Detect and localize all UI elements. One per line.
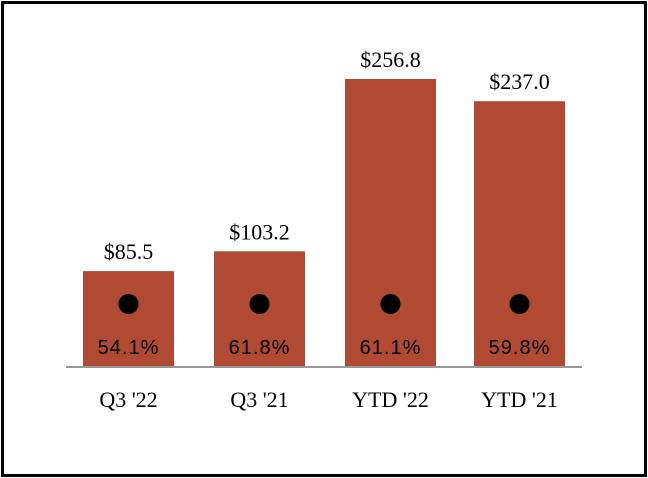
data-label: $237.0 (489, 69, 550, 94)
x-tick-label: Q3 '21 (230, 387, 288, 412)
percent-label: 61.1% (360, 337, 422, 359)
x-tick-label: Q3 '22 (99, 387, 157, 412)
bar (345, 79, 436, 367)
percent-label: 59.8% (489, 337, 551, 359)
percent-marker (380, 294, 401, 314)
percent-marker (249, 294, 270, 314)
data-label: $85.5 (104, 239, 154, 264)
bar (474, 101, 565, 368)
x-tick-label: YTD '22 (352, 387, 429, 412)
data-label: $256.8 (360, 47, 421, 72)
percent-label: 61.8% (229, 337, 291, 359)
percent-label: 54.1% (98, 337, 160, 359)
data-label: $103.2 (229, 219, 290, 244)
percent-marker (118, 294, 139, 314)
x-tick-label: YTD '21 (481, 387, 558, 412)
bar (83, 271, 174, 367)
percent-marker (509, 294, 530, 314)
